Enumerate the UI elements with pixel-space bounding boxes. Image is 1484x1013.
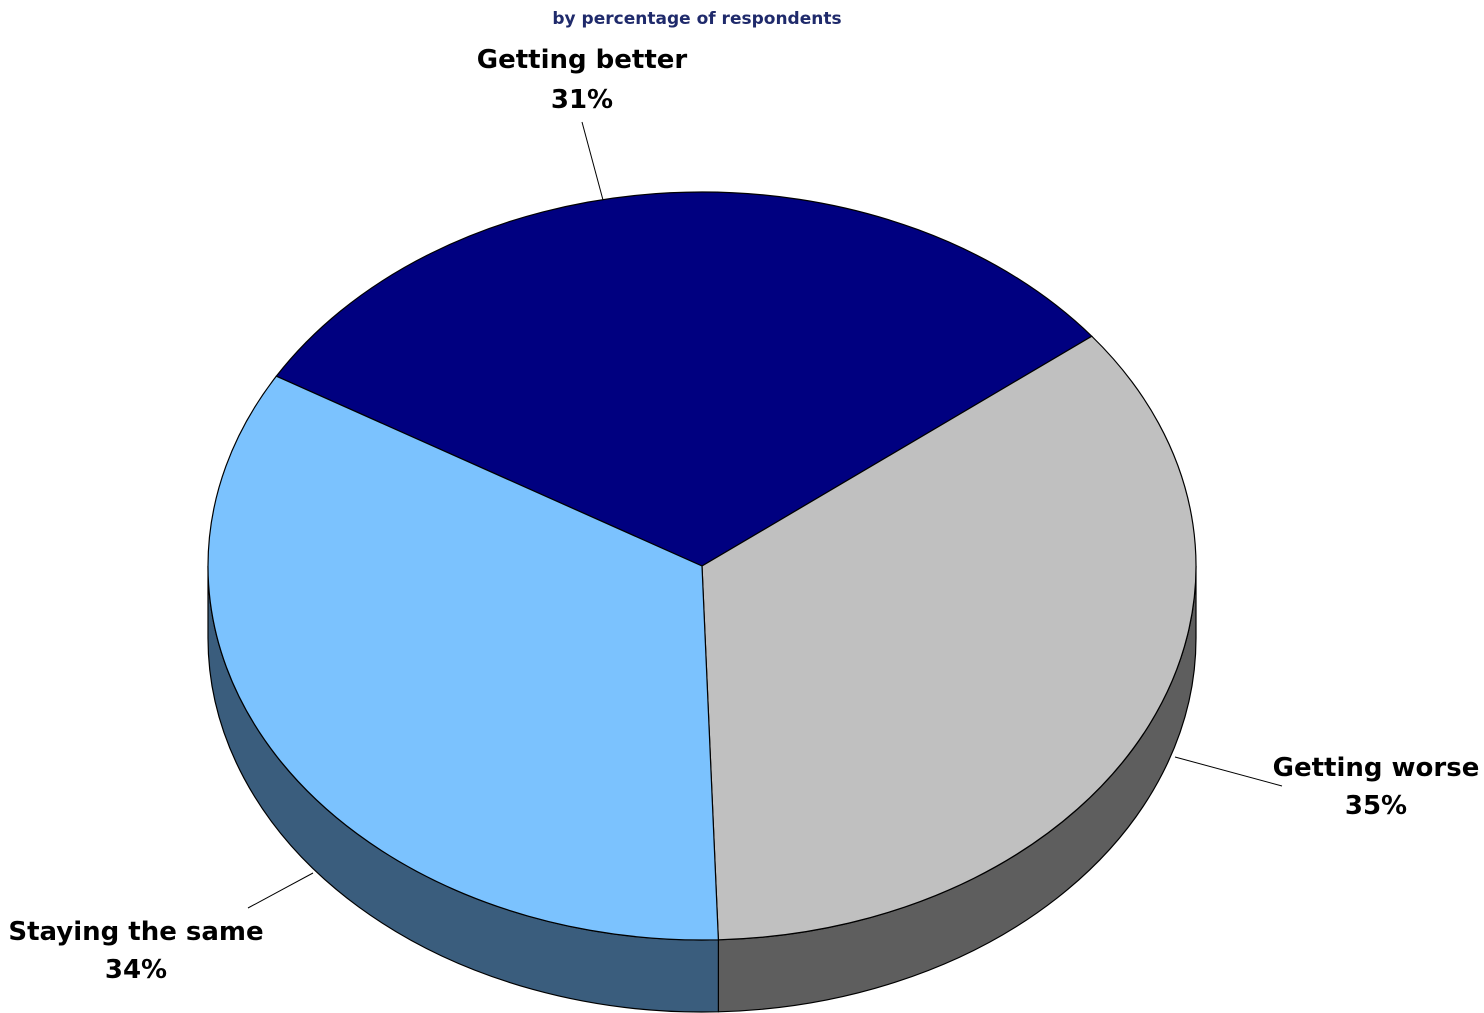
- slice-labels: Getting better 31% Getting worse 35% Staying…: [8, 45, 1479, 985]
- pie-slices: [207, 191, 1197, 941]
- slice-value-staying-the-same: 34%: [105, 955, 167, 985]
- pie-slice-staying-the-same: [207, 375, 720, 941]
- slice-name-getting-worse: Getting worse: [1273, 753, 1480, 783]
- slice-value-getting-worse: 35%: [1345, 791, 1407, 821]
- pie-slice-getting-worse: [701, 335, 1197, 941]
- leader-line-getting-worse: [1174, 756, 1283, 787]
- leader-line-getting-better: [581, 121, 604, 201]
- slice-name-staying-the-same: Staying the same: [8, 917, 263, 947]
- slice-value-getting-better: 31%: [551, 85, 613, 115]
- pie-slice-getting-better: [275, 191, 1093, 567]
- leader-line-staying-the-same: [247, 872, 314, 909]
- slice-name-getting-better: Getting better: [477, 45, 688, 75]
- chart-subtitle: by percentage of respondents: [552, 9, 841, 29]
